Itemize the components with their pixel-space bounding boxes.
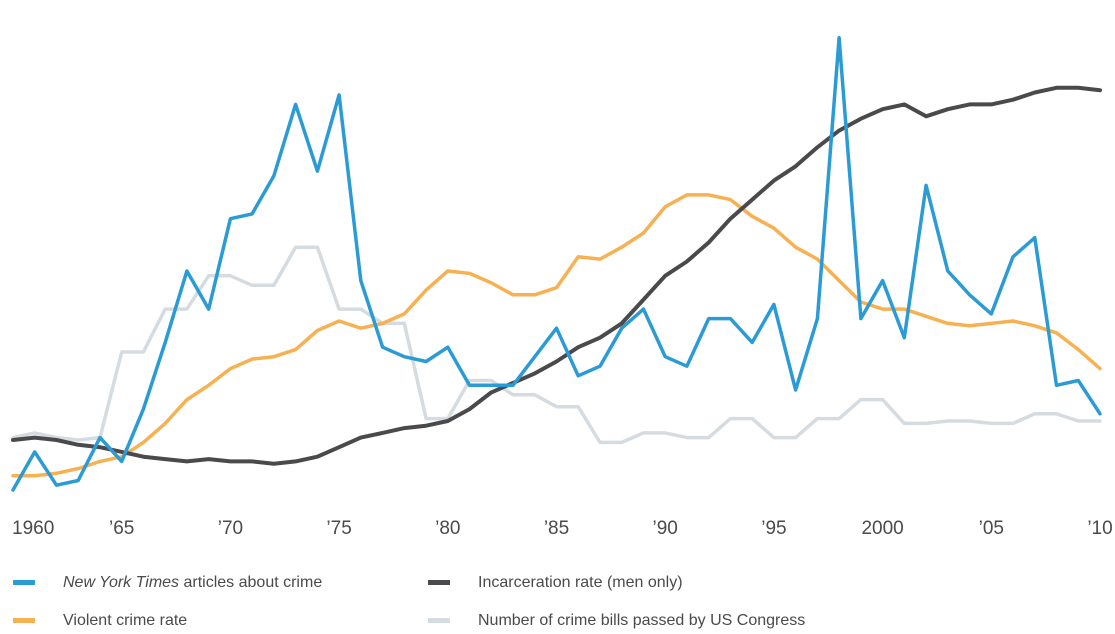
x-tick-label: ’75 [326,518,351,539]
x-tick-label: 2000 [861,518,903,539]
series-line-violent-crime-rate [11,193,1102,478]
legend-item-incarceration-rate-men-only: Incarceration rate (men only) [428,574,683,591]
x-tick-label: ’95 [761,518,786,539]
series-line-new-york-times-articles-about-crime [11,36,1102,492]
x-tick-label: ’90 [653,518,678,539]
legend-swatch [13,580,35,585]
legend-label: Violent crime rate [63,612,187,629]
x-tick-label: ’05 [979,518,1004,539]
x-axis-tick-labels: 1960 ’65 ’70 ’75 ’80 ’85 ’90 ’95 2000 ’05 ’10 [12,518,1113,539]
legend-label: New York Times articles about crime [63,574,322,591]
legend-swatch [428,580,450,585]
x-tick-label: ’85 [544,518,569,539]
legend-item-number-of-crime-bills-passed-by-us-congress: Number of crime bills passed by US Congr… [428,612,805,629]
legend-item-new-york-times-articles-about-crime: New York Times articles about crime [13,574,322,591]
x-tick-label: ’65 [109,518,134,539]
x-tick-label: ’10 [1087,518,1112,539]
series-layer [11,36,1102,492]
legend-swatch [13,618,35,623]
legend-label: Incarceration rate (men only) [478,574,683,591]
legend-swatch [428,618,450,623]
legend: New York Times articles about crime Incar… [13,574,805,629]
legend-label: Number of crime bills passed by US Congr… [478,612,805,629]
x-tick-label: 1960 [12,518,54,539]
x-tick-label: ’80 [435,518,460,539]
series-line-number-of-crime-bills-passed-by-us-congress [11,245,1102,445]
x-tick-label: ’70 [218,518,243,539]
series-line-incarceration-rate-men-only [11,85,1102,466]
legend-item-violent-crime-rate: Violent crime rate [13,612,187,629]
